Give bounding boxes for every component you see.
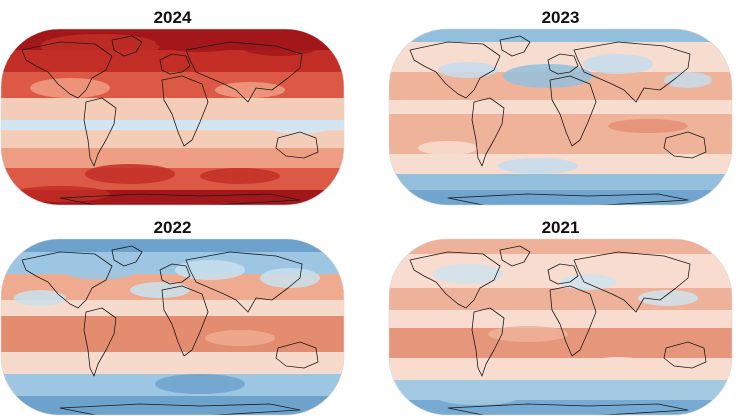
anomaly-region [608, 119, 688, 133]
anomaly-band [1, 316, 344, 352]
anomaly-band [389, 358, 732, 380]
coastline [409, 41, 501, 99]
coastline [499, 245, 531, 267]
anomaly-band [1, 396, 344, 415]
coastline [499, 35, 531, 57]
map-border [388, 238, 733, 416]
anomaly-region [438, 391, 518, 405]
anomaly-region [70, 378, 150, 394]
coastline [159, 263, 191, 285]
world-map [388, 28, 733, 206]
anomaly-band [389, 100, 732, 114]
panel-2022: 2022 [0, 212, 345, 416]
anomaly-region [438, 62, 498, 78]
anomaly-band [389, 29, 732, 42]
coastline [21, 41, 113, 99]
anomaly-region [155, 374, 245, 394]
anomaly-band [1, 98, 344, 120]
coastline [447, 193, 689, 205]
anomaly-band [1, 148, 344, 168]
anomaly-region [503, 64, 593, 88]
anomaly-region [10, 186, 110, 202]
year-title: 2024 [153, 8, 192, 27]
coastline [547, 53, 579, 75]
anomaly-band [389, 400, 732, 415]
anomaly-region [14, 290, 66, 306]
anomaly-region [270, 122, 330, 134]
anomaly-region [418, 141, 478, 155]
coastline [573, 41, 691, 103]
anomaly-region [85, 164, 175, 184]
anomaly-region [498, 158, 578, 174]
anomaly-region [215, 82, 285, 98]
coastline [21, 251, 113, 309]
coastline [275, 341, 319, 369]
panel-2023: 2023 [388, 2, 733, 206]
anomaly-band [1, 352, 344, 374]
anomaly-region [433, 264, 503, 284]
coastline [547, 263, 579, 285]
coastline [471, 97, 505, 167]
anomaly-region [200, 168, 280, 184]
coastline [447, 403, 689, 415]
coastline [549, 285, 597, 357]
anomaly-region [488, 326, 568, 342]
anomaly-region [588, 357, 648, 371]
map-border [0, 238, 345, 416]
anomaly-band [1, 239, 344, 252]
anomaly-region [664, 72, 712, 88]
coastline [549, 75, 597, 147]
coastline [59, 403, 301, 415]
coastline [471, 307, 505, 377]
anomaly-region [175, 260, 245, 280]
anomaly-band [389, 310, 732, 328]
coastline [111, 245, 143, 267]
anomaly-region [480, 102, 536, 114]
coastline [161, 75, 209, 147]
world-map [0, 28, 345, 206]
coastline [573, 251, 691, 313]
anomaly-band [389, 239, 732, 254]
coastline [83, 307, 117, 377]
panel-2024: 2024 [0, 2, 345, 206]
anomaly-region [130, 282, 190, 298]
coastline [663, 341, 707, 369]
anomaly-region [638, 290, 698, 306]
coastline [185, 41, 303, 103]
coastline [161, 285, 209, 357]
anomaly-band [389, 174, 732, 190]
anomaly-region [30, 78, 110, 98]
coastline [111, 35, 143, 57]
anomaly-region [518, 380, 618, 396]
anomaly-region [205, 330, 275, 346]
map-border [388, 28, 733, 206]
panel-2021: 2021 [388, 212, 733, 416]
world-map [388, 238, 733, 416]
coastline [275, 131, 319, 159]
coastline [83, 97, 117, 167]
anomaly-region [155, 32, 245, 52]
map-border [0, 28, 345, 206]
year-title: 2021 [541, 218, 580, 237]
coastline [663, 131, 707, 159]
anomaly-region [583, 54, 653, 74]
anomaly-region [260, 268, 320, 288]
world-map [0, 238, 345, 416]
coastline [185, 251, 303, 313]
coastline [159, 53, 191, 75]
anomaly-band [389, 190, 732, 205]
coastline [59, 193, 301, 205]
year-title: 2022 [153, 218, 192, 237]
anomaly-region [240, 36, 320, 56]
anomaly-region [60, 256, 140, 280]
anomaly-band [1, 120, 344, 130]
anomaly-region [560, 274, 616, 290]
coastline [409, 251, 501, 309]
anomaly-region [40, 34, 160, 58]
year-title: 2023 [541, 8, 580, 27]
